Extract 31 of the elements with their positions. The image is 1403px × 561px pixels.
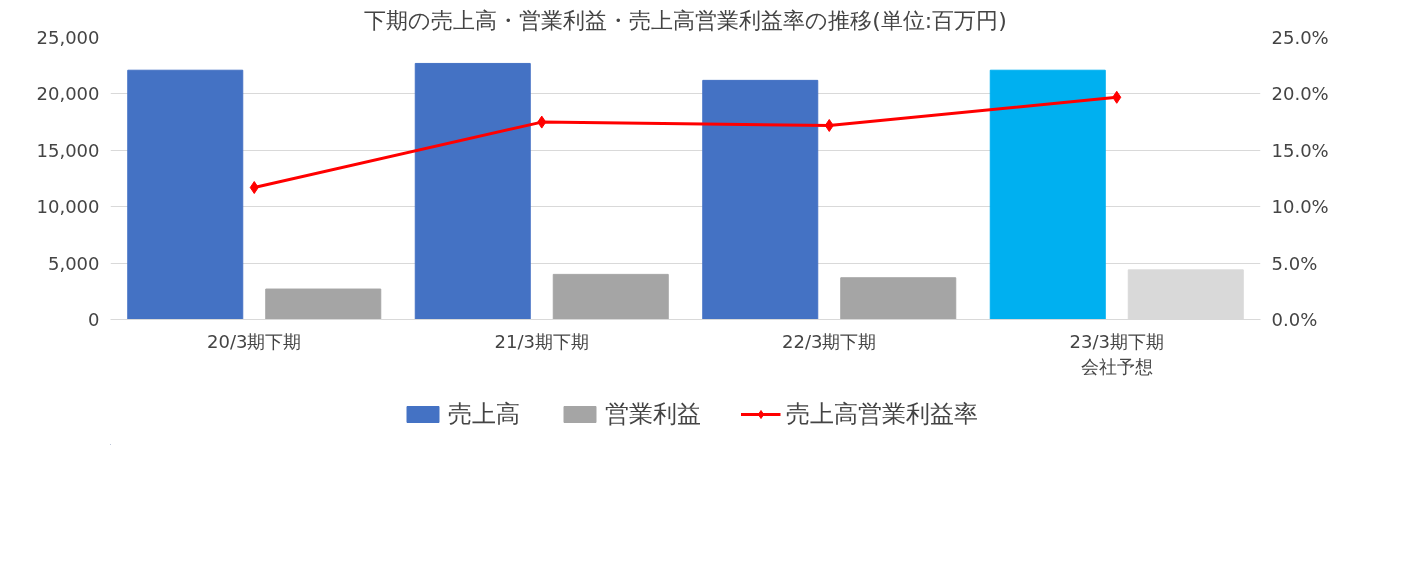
y2-tick-label: 25.0% [1271,27,1329,48]
y-tick-label: 5,000 [47,252,100,274]
legend-label: 営業利益 [604,399,701,430]
x-tick-label: 21/3期下期 [494,330,589,352]
bar [127,69,244,320]
y2-tick-label: 10.0% [1271,196,1329,218]
bar [989,69,1106,320]
bar [552,273,669,320]
point [249,181,259,195]
y-tick-label: 10,000 [36,196,100,218]
y2-tick-label: 0.0% [1271,309,1318,330]
bar [840,277,957,320]
bar [414,62,531,320]
point [1112,90,1122,104]
y-tick-label: 20,000 [36,83,100,105]
bar [265,288,382,320]
x-tick-label: 20/3期下期 [207,330,302,352]
y-tick-label: 25,000 [36,27,100,48]
legend-label: 売上高営業利益率 [785,399,978,430]
y2-tick-label: 15.0% [1271,139,1329,161]
chart-title: 下期の売上高・営業利益・売上高営業利益率の推移(単位:百万円) [364,7,1007,33]
y-tick-label: 15,000 [36,139,100,161]
point [537,115,547,129]
x-tick-label: 23/3期下期会社予想 [1069,330,1164,377]
y2-tick-label: 20.0% [1271,83,1329,105]
legend-label: 売上高 [447,399,520,430]
y2-tick-label: 5.0% [1271,252,1318,274]
point [824,118,834,132]
y-tick-label: 0 [88,309,100,330]
x-tick-label: 22/3期下期 [782,330,877,352]
bar [702,79,819,320]
